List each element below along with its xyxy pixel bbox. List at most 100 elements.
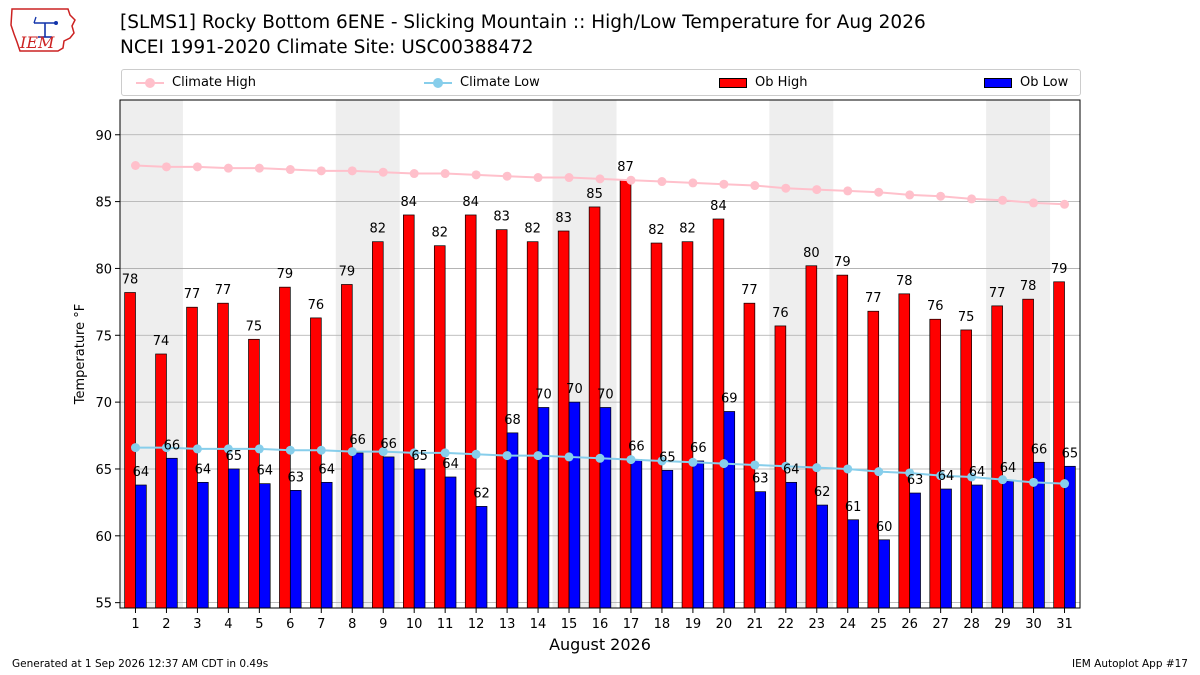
bar-ob-low <box>382 456 395 609</box>
bar-ob-high <box>619 179 632 609</box>
ob-low-value-label: 61 <box>845 500 862 515</box>
x-tick-label: 17 <box>623 617 640 632</box>
climate-high-point <box>502 171 512 181</box>
climate-low-point <box>409 448 419 458</box>
ob-high-value-label: 83 <box>493 210 510 225</box>
climate-high-point <box>316 166 326 176</box>
x-tick-label: 31 <box>1056 617 1073 632</box>
legend-ob-low-swatch <box>984 77 1012 88</box>
climate-high-point <box>781 183 791 193</box>
ob-low-value-label: 66 <box>1031 442 1048 457</box>
bar-ob-high <box>557 230 570 609</box>
climate-low-point <box>905 468 915 478</box>
bar-ob-low <box>289 490 302 609</box>
climate-high-point <box>254 163 264 173</box>
x-tick-label: 13 <box>499 617 516 632</box>
ob-low-value-label: 64 <box>1000 461 1017 476</box>
x-tick-label: 5 <box>255 617 263 632</box>
app-label: IEM Autoplot App #17 <box>1072 658 1188 670</box>
ob-low-value-label: 66 <box>349 433 366 448</box>
ob-low-value-label: 64 <box>257 464 274 479</box>
bar-ob-low <box>413 468 426 609</box>
climate-high-point <box>905 190 915 200</box>
x-tick-label: 14 <box>530 617 547 632</box>
bar-ob-high <box>681 241 694 609</box>
bar-ob-low <box>816 504 828 609</box>
legend-ob-high-swatch <box>719 77 747 88</box>
climate-low-point <box>874 467 884 477</box>
bar-ob-low <box>909 492 921 609</box>
climate-low-point <box>347 447 357 457</box>
y-tick-label: 55 <box>95 597 112 612</box>
x-tick-label: 21 <box>747 617 764 632</box>
climate-low-point <box>533 451 543 461</box>
climate-high-point <box>347 166 357 176</box>
climate-low-point <box>595 453 605 463</box>
legend-ob-high: Ob High <box>719 70 808 95</box>
climate-high-point <box>564 173 574 183</box>
ob-high-value-label: 79 <box>277 267 294 282</box>
climate-high-point <box>440 169 450 179</box>
legend-climate-low-marker <box>424 77 452 88</box>
climate-low-point <box>998 475 1008 485</box>
ob-low-value-label: 70 <box>535 387 552 402</box>
climate-high-point <box>130 161 140 171</box>
x-tick-label: 10 <box>406 617 423 632</box>
ob-low-value-label: 70 <box>597 387 614 402</box>
bar-ob-high <box>1053 281 1065 609</box>
climate-high-point <box>223 163 233 173</box>
ob-high-value-label: 80 <box>803 246 820 261</box>
bar-ob-low <box>259 483 271 609</box>
ob-high-value-label: 85 <box>586 187 603 202</box>
ob-high-value-label: 79 <box>834 255 851 270</box>
bar-ob-high <box>867 310 880 609</box>
climate-high-point <box>378 167 388 177</box>
ob-low-value-label: 64 <box>938 469 955 484</box>
ob-low-value-label: 65 <box>226 449 243 464</box>
bar-ob-low <box>878 539 890 609</box>
x-tick-label: 22 <box>778 617 795 632</box>
ob-low-value-label: 63 <box>287 470 304 485</box>
climate-low-point <box>657 456 667 466</box>
ob-low-value-label: 65 <box>1062 446 1079 461</box>
climate-low-point <box>688 457 698 467</box>
ob-high-value-label: 78 <box>1020 279 1037 294</box>
x-tick-label: 28 <box>963 617 980 632</box>
x-tick-label: 26 <box>901 617 918 632</box>
iem-logo: IEM <box>10 8 76 52</box>
ob-high-value-label: 77 <box>865 291 882 306</box>
ob-high-value-label: 82 <box>524 222 541 237</box>
legend-ob-low: Ob Low <box>984 70 1068 95</box>
legend-climate-high-marker <box>136 77 164 88</box>
climate-high-point <box>936 191 946 201</box>
climate-high-point <box>1060 199 1070 209</box>
y-tick-label: 90 <box>95 129 112 144</box>
x-tick-label: 24 <box>839 617 856 632</box>
bar-ob-low <box>847 519 859 609</box>
x-tick-label: 18 <box>654 617 671 632</box>
bar-ob-low <box>599 407 612 609</box>
climate-high-point <box>998 195 1008 205</box>
ob-low-value-label: 66 <box>380 437 397 452</box>
ob-low-value-label: 65 <box>411 449 428 464</box>
y-tick-label: 70 <box>95 396 112 411</box>
bar-ob-high <box>650 242 663 609</box>
ob-low-value-label: 62 <box>473 486 490 501</box>
climate-low-point <box>750 460 760 470</box>
bar-ob-low <box>475 506 488 609</box>
ob-high-value-label: 75 <box>246 319 263 334</box>
ob-high-value-label: 76 <box>772 306 789 321</box>
bar-ob-high <box>155 353 167 609</box>
bar-ob-high <box>403 214 415 609</box>
bar-ob-high <box>526 241 539 609</box>
climate-low-point <box>192 444 202 454</box>
bar-ob-high <box>372 241 384 609</box>
climate-low-point <box>626 455 636 465</box>
x-axis-label: August 2026 <box>549 635 651 654</box>
climate-high-point <box>843 186 853 196</box>
climate-high-point <box>1029 198 1039 208</box>
climate-high-point <box>595 174 605 184</box>
bar-ob-low <box>661 469 674 609</box>
y-tick-label: 80 <box>95 262 112 277</box>
